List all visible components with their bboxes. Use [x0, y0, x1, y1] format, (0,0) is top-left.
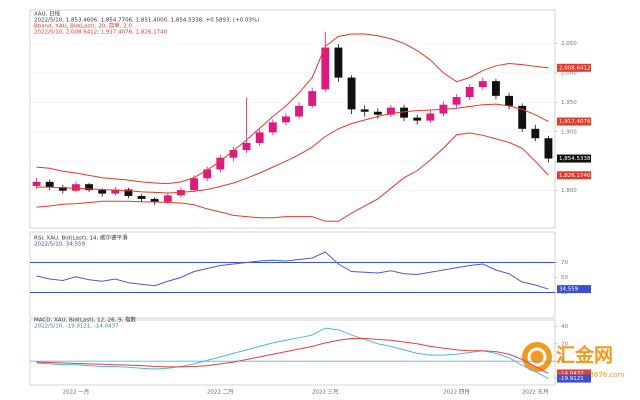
candle-body — [163, 195, 172, 202]
site: www.gold678.com — [560, 371, 625, 379]
candle-body — [505, 95, 513, 106]
price-tag — [557, 374, 591, 383]
price-tag-label: 2,008.6412 — [559, 65, 591, 71]
panel-title: MACD, XAU, Bid(Last), 12, 26, 9, 指数 — [34, 316, 137, 324]
candle-body — [203, 169, 212, 179]
candle-body — [58, 187, 67, 191]
rsi-panel — [29, 231, 556, 319]
candle-body — [268, 122, 277, 133]
annotation: 2022/5/10, 2,008.6412, 1,917.4076, 1,826… — [34, 30, 168, 36]
candle-body — [531, 128, 540, 139]
price-tag — [557, 117, 591, 126]
candle-body — [111, 189, 120, 194]
candle-body — [452, 97, 461, 105]
x-tick-label: 2022 一月 — [63, 389, 90, 396]
y-tick-label: 1,800 — [561, 188, 577, 194]
candle-body — [518, 105, 527, 129]
candle-body — [98, 190, 107, 194]
price-tag-label: -19.9121 — [559, 376, 584, 382]
watermark: 汇金网 www.gold678.com — [522, 342, 625, 379]
candle-body — [255, 132, 264, 143]
candle-body — [308, 91, 317, 106]
x-tick-label: 2022 五月 — [522, 389, 549, 396]
y-tick-label: 70 — [561, 260, 568, 266]
candle-body — [282, 116, 290, 123]
candle-body — [478, 81, 487, 88]
band-line — [36, 132, 549, 222]
candle-body — [85, 184, 93, 191]
candle-body — [229, 150, 238, 158]
candle-body — [150, 198, 159, 202]
candle-body — [124, 189, 133, 196]
candle-body — [387, 107, 395, 115]
x-tick-label: 2022 二月 — [207, 389, 234, 396]
indicator-line — [36, 327, 549, 380]
candle-body — [334, 47, 343, 78]
indicator-line — [36, 251, 549, 290]
candle-body — [413, 117, 422, 121]
candle-body — [242, 142, 251, 151]
indicator-line — [36, 338, 549, 374]
price-tag — [557, 369, 591, 378]
candle-body — [360, 109, 369, 112]
candle-body — [400, 107, 408, 118]
candle-body — [190, 178, 198, 191]
candle-body — [216, 157, 225, 170]
price-tag-label: 1,917.4076 — [559, 119, 591, 125]
macd-panel — [29, 319, 556, 386]
band-line — [36, 33, 549, 185]
brand: 汇金网 — [556, 344, 613, 367]
annotation: 2022/5/10, -19.9121, -14.0437 — [34, 324, 119, 330]
logo — [522, 342, 552, 372]
y-tick-label: 1,950 — [561, 100, 577, 106]
x-tick-label: 2022 四月 — [443, 389, 470, 396]
price-tag-label: -14.0437 — [559, 371, 584, 377]
candle-body — [321, 47, 330, 90]
candle-body — [137, 195, 146, 199]
price-tag — [557, 63, 591, 72]
y-tick-label: 50 — [561, 275, 568, 281]
candle-body — [465, 87, 474, 98]
annotation: Bband, XAU, Bid(Last), 20, 简单, 2.0 — [34, 22, 132, 30]
y-tick-label: 2,000 — [561, 70, 577, 76]
price-tag — [557, 154, 591, 163]
candle-body — [426, 113, 435, 121]
price-tag — [557, 171, 591, 180]
candle-body — [347, 77, 356, 110]
price-tag-label: 1,826.1740 — [559, 173, 591, 179]
main-panel — [29, 9, 556, 229]
price-tag-label: 34.559 — [559, 287, 579, 293]
panel-title: XAU, 日线 — [34, 10, 61, 18]
logo-ring — [527, 347, 547, 367]
y-tick-label: 2,050 — [561, 41, 577, 47]
candle-body — [492, 81, 500, 96]
candle-body — [45, 181, 54, 188]
x-tick-label: 2022 三月 — [312, 389, 339, 396]
candle-body — [72, 184, 80, 191]
band-line — [36, 103, 549, 194]
price-tag-label: 1,854.5338 — [559, 156, 591, 162]
candle-body — [544, 138, 553, 159]
annotation: 2022/5/10, 1,853.4606, 1,854.7706, 1,851… — [34, 18, 259, 24]
y-tick-label: 40 — [561, 324, 568, 330]
annotation: 2022/5/10, 34.559 — [34, 242, 85, 248]
y-tick-label: 0 — [561, 359, 565, 365]
y-tick-label: 1,900 — [561, 129, 577, 135]
candle-body — [32, 181, 41, 186]
candle-body — [295, 105, 303, 117]
y-tick-label: 20 — [561, 341, 568, 347]
price-tag — [557, 285, 591, 294]
panel-title: RSI, XAU, Bid(Last), 14, 威尔德平滑 — [34, 234, 128, 242]
candle-body — [373, 111, 382, 115]
